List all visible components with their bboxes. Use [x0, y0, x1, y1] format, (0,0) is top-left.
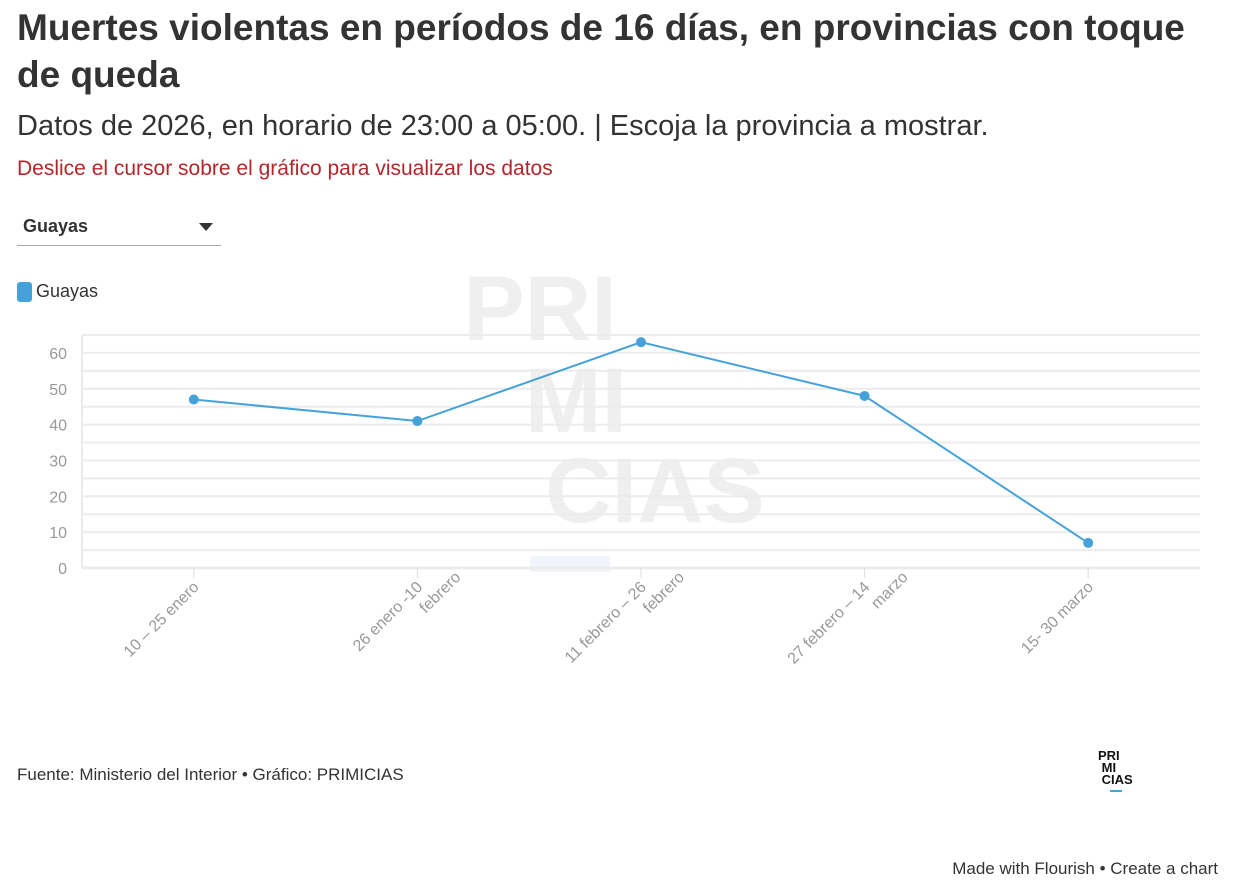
- dropdown-value: Guayas: [23, 216, 89, 236]
- data-point[interactable]: [1083, 537, 1094, 548]
- y-tick-label: 60: [49, 346, 67, 363]
- chevron-down-icon: [199, 223, 213, 231]
- svg-text:PRI: PRI: [463, 258, 616, 360]
- province-dropdown[interactable]: Guayas: [17, 212, 221, 246]
- chart-title: Muertes violentas en períodos de 16 días…: [17, 7, 1185, 95]
- legend-swatch: [17, 281, 32, 302]
- y-tick-label: 10: [49, 525, 67, 542]
- watermark: PRIMICIAS: [463, 258, 765, 572]
- x-tick-label: 15- 30 marzo: [1018, 579, 1097, 658]
- hover-note: Deslice el cursor sobre el gráfico para …: [17, 157, 553, 180]
- primicias-logo: PRI MI CIAS: [1098, 749, 1133, 792]
- x-tick-label: 26 enero -10febrero: [350, 555, 464, 669]
- line-chart[interactable]: PRIMICIAS 0 10 20 30 40 50 60 10 – 25 enero 26 e…: [0, 0, 1234, 740]
- y-tick-label: 30: [49, 453, 67, 470]
- data-point[interactable]: [859, 390, 870, 401]
- data-point[interactable]: [412, 416, 423, 427]
- made-with-flourish-link[interactable]: Made with Flourish • Create a chart: [952, 859, 1218, 878]
- y-tick-label: 40: [49, 418, 67, 435]
- svg-text:MI: MI: [525, 350, 627, 452]
- x-tick-label: 11 febrero – 26febrero: [562, 555, 688, 681]
- svg-text:CIAS: CIAS: [545, 440, 765, 542]
- x-tick-label: 27 febrero – 14marzo: [785, 555, 912, 682]
- chart-subtitle: Datos de 2026, en horario de 23:00 a 05:…: [17, 110, 989, 142]
- y-tick-label: 50: [49, 382, 67, 399]
- footer-source: Fuente: Ministerio del Interior • Gráfic…: [17, 765, 404, 784]
- legend-label: Guayas: [36, 281, 99, 301]
- data-point[interactable]: [188, 394, 199, 405]
- data-point[interactable]: [636, 337, 646, 348]
- y-tick-label: 20: [49, 489, 67, 506]
- y-tick-label: 0: [58, 561, 67, 578]
- legend-item[interactable]: Guayas: [17, 281, 98, 302]
- x-tick-label: 10 – 25 enero: [121, 579, 203, 661]
